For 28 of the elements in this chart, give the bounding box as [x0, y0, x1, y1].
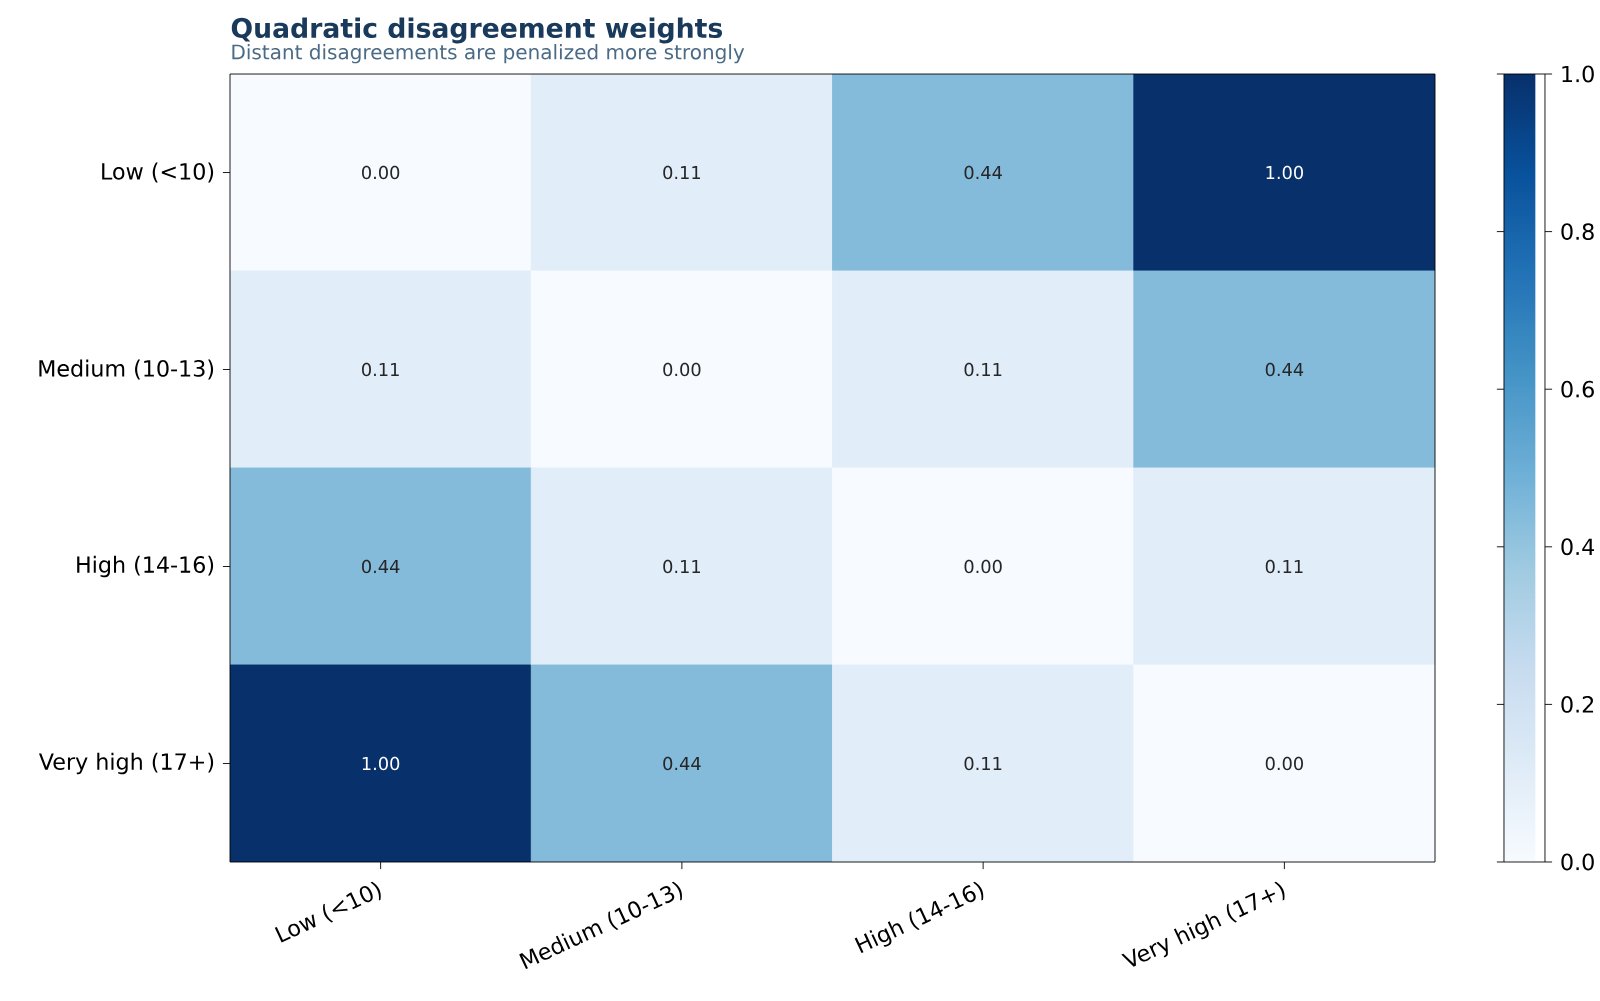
y-tick-label: Medium (10-13): [39, 359, 214, 380]
data-label: 1.00: [362, 756, 400, 771]
data-label: 0.11: [362, 362, 399, 377]
y-tick-label: Very high (17+): [38, 752, 214, 775]
data-label: 0.11: [964, 362, 1002, 377]
chart-title: Quadratic disagreement weights: [231, 17, 723, 44]
data-label: 0.11: [663, 165, 701, 180]
data-label: 0.44: [1265, 362, 1304, 377]
data-label: 0.00: [362, 165, 400, 180]
color-bar-label: 0.8: [1561, 223, 1594, 241]
data-label: 0.44: [964, 165, 1002, 180]
data-label: 0.00: [663, 362, 701, 377]
data-label: 1.00: [1266, 165, 1303, 180]
color-bar-label: 0.6: [1561, 380, 1594, 398]
color-bar-label: 0.0: [1561, 853, 1594, 871]
color-bar-label: 0.4: [1561, 538, 1595, 556]
color-bar-label: 1.0: [1562, 65, 1594, 83]
data-label: 0.44: [663, 756, 701, 771]
data-label: 0.00: [1265, 756, 1303, 771]
chart-subtitle: Distant disagreements are penalized more strongly: [232, 44, 745, 64]
data-label: 0.11: [1265, 559, 1303, 574]
data-label: 0.11: [964, 756, 1002, 771]
y-tick-label: Low (<10): [102, 162, 214, 183]
data-label: 0.44: [362, 559, 400, 574]
data-label: 0.00: [964, 559, 1002, 574]
data-label: 0.11: [663, 559, 701, 574]
y-tick-label: High (14-16): [77, 555, 214, 578]
color-bar-label: 0.2: [1561, 695, 1594, 713]
